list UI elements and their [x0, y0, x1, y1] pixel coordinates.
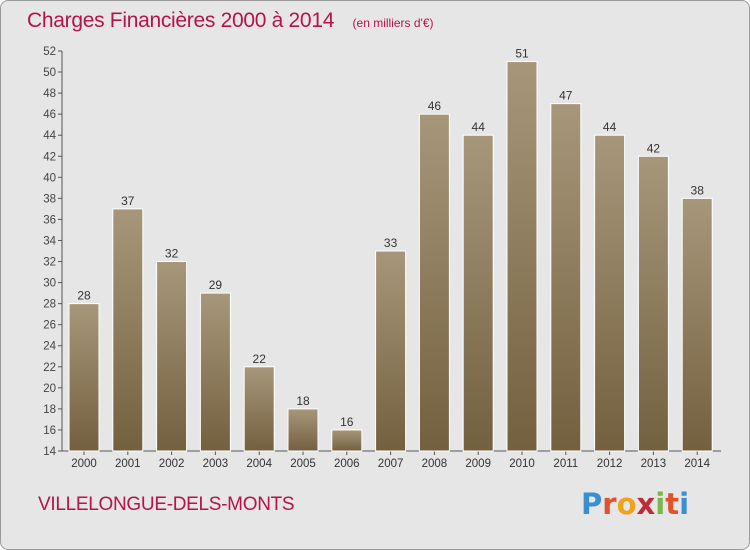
x-tick-label: 2012: [597, 458, 623, 470]
y-tick-label: 42: [43, 151, 56, 163]
data-label: 47: [559, 89, 573, 103]
logo-letter: x: [636, 487, 656, 521]
chart-unit-label: (en milliers d'€): [352, 16, 434, 30]
x-tick-label: 2000: [71, 458, 97, 470]
y-tick-label: 20: [43, 383, 56, 395]
data-label: 32: [165, 247, 179, 261]
x-tick-label: 2006: [334, 458, 360, 470]
data-label: 22: [253, 352, 267, 366]
y-tick-label: 22: [43, 362, 56, 374]
y-tick-label: 48: [43, 88, 56, 100]
data-label: 46: [428, 99, 442, 113]
y-tick-label: 18: [43, 404, 56, 416]
bar-2004: [243, 366, 275, 452]
bar-2008: [418, 113, 450, 452]
y-tick-label: 38: [43, 193, 56, 205]
logo-letter: P: [581, 487, 603, 521]
y-tick-label: 46: [43, 109, 56, 121]
x-axis: 2000 2001 2002 2003 2004 2005 2006 2007 2008 2009…: [62, 450, 721, 470]
bar-2010: [506, 61, 538, 452]
proxiti-logo: Proxiti: [581, 487, 689, 521]
x-tick-label: 2008: [422, 458, 448, 470]
x-tick-label: 2009: [465, 458, 491, 470]
y-tick-label: 34: [43, 235, 56, 247]
data-label: 44: [472, 120, 486, 134]
x-tick-label: 2014: [684, 458, 710, 470]
y-tick-label: 24: [43, 341, 56, 353]
bars: [68, 61, 713, 452]
y-tick-label: 32: [43, 257, 56, 269]
y-tick-label: 44: [43, 130, 56, 142]
title-row: Charges Financières 2000 à 2014 (en mill…: [27, 9, 434, 33]
bar-2005: [287, 408, 319, 452]
y-tick-label: 30: [43, 278, 56, 290]
x-tick-label: 2013: [641, 458, 667, 470]
bar-2007: [375, 250, 407, 452]
bar-2013: [637, 155, 669, 452]
bar-2001: [112, 208, 144, 452]
data-label: 16: [340, 415, 354, 429]
data-labels: 28 37 32 29 22 18 16 33 46 44 51 47 44 42 38: [77, 47, 704, 429]
logo-letter: r: [602, 487, 617, 521]
logo-letter: i: [655, 487, 666, 521]
y-tick-label: 14: [43, 446, 56, 458]
y-tick-label: 50: [43, 67, 56, 79]
bar-2006: [331, 429, 363, 452]
data-label: 28: [77, 289, 91, 303]
logo-letter: i: [679, 487, 690, 521]
data-label: 18: [296, 394, 310, 408]
data-label: 51: [515, 47, 529, 61]
data-label: 44: [603, 120, 617, 134]
y-axis: 14 16 18 20 22 24 26 28 30 32 34 36 38 40 42 44 46 48 50 52: [43, 46, 63, 458]
logo-letter: o: [616, 487, 637, 521]
y-tick-label: 28: [43, 299, 56, 311]
bar-2012: [594, 134, 626, 452]
x-tick-label: 2010: [509, 458, 535, 470]
y-tick-label: 26: [43, 320, 56, 332]
data-label: 37: [121, 194, 135, 208]
bar-2009: [462, 134, 494, 452]
data-label: 33: [384, 236, 398, 250]
x-tick-label: 2005: [290, 458, 316, 470]
y-tick-label: 36: [43, 214, 56, 226]
bar-2000: [68, 303, 100, 452]
x-tick-label: 2004: [246, 458, 272, 470]
x-tick-label: 2003: [203, 458, 229, 470]
x-tick-label: 2001: [115, 458, 141, 470]
data-label: 29: [209, 278, 223, 292]
x-tick-label: 2007: [378, 458, 404, 470]
x-tick-label: 2002: [159, 458, 185, 470]
bar-2003: [199, 292, 231, 452]
bar-2011: [550, 103, 582, 452]
logo-letter: t: [665, 487, 680, 521]
data-label: 38: [691, 183, 705, 197]
y-tick-label: 52: [43, 46, 56, 58]
commune-name: VILLELONGUE-DELS-MONTS: [38, 494, 295, 515]
x-tick-label: 2011: [553, 458, 578, 470]
bar-2014: [681, 197, 713, 452]
data-label: 42: [647, 141, 661, 155]
bar-2002: [156, 261, 188, 452]
y-tick-label: 16: [43, 425, 56, 437]
chart-title: Charges Financières 2000 à 2014: [27, 9, 335, 32]
y-tick-label: 40: [43, 172, 56, 184]
